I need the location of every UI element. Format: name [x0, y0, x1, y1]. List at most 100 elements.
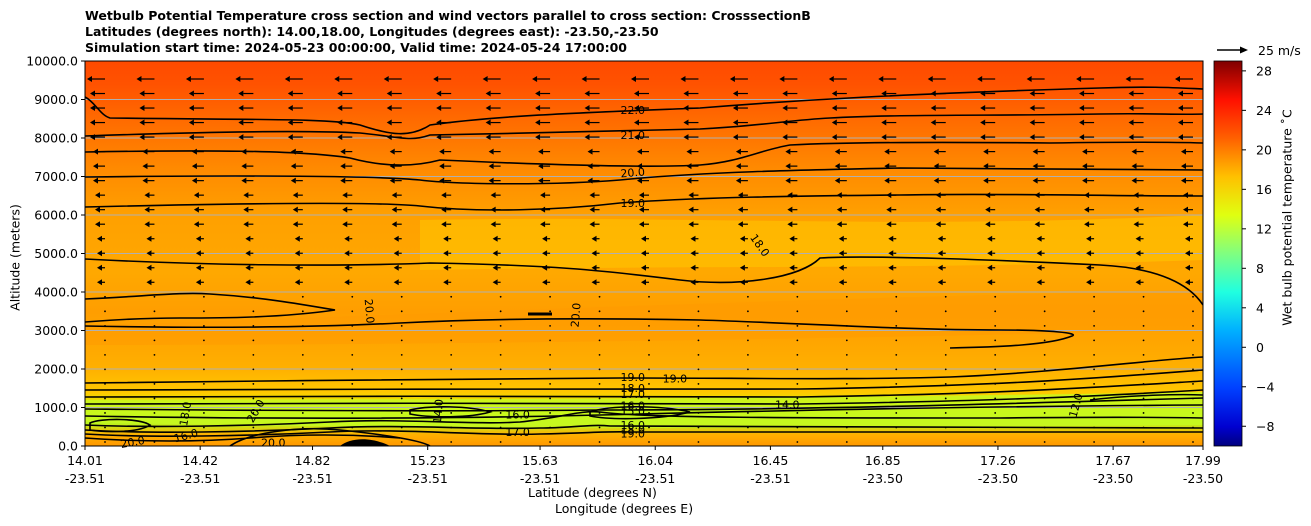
- wind-vector-head: [1178, 90, 1183, 97]
- wind-vector-head: [386, 105, 392, 112]
- wind-vector-head: [93, 148, 98, 155]
- wind-vector-head: [686, 148, 692, 155]
- wind-vector: [351, 426, 354, 429]
- wind-vector-head: [290, 148, 296, 155]
- wind-vector: [1142, 397, 1145, 400]
- colorbar-tick-label: 24: [1256, 103, 1272, 118]
- wind-vector: [301, 397, 304, 400]
- wind-vector: [203, 310, 205, 313]
- contour-18: [85, 256, 1203, 306]
- wind-vector-head: [485, 119, 491, 126]
- contour-22: [85, 86, 1203, 135]
- wind-vector: [895, 368, 898, 371]
- wind-vector-head: [90, 119, 95, 126]
- wind-vector-head: [631, 76, 636, 82]
- wind-vector-head: [886, 206, 892, 213]
- wind-vector-head: [344, 250, 350, 257]
- wind-vector-head: [393, 250, 399, 257]
- wind-vector: [598, 441, 601, 443]
- wind-vector-head: [238, 105, 244, 112]
- wind-vector-head: [836, 192, 842, 199]
- wind-vector: [598, 426, 601, 429]
- wind-vector-head: [980, 105, 986, 112]
- x-tick-label-lat: 17.26: [980, 453, 1016, 468]
- x-tick-label-lon: -23.51: [750, 471, 790, 486]
- wind-vector-head: [937, 235, 943, 242]
- wind-vector-head: [587, 148, 593, 155]
- wind-vector: [1192, 353, 1194, 356]
- wind-vector-head: [93, 163, 98, 170]
- wind-vector-head: [587, 163, 593, 170]
- wind-vector: [1142, 412, 1145, 414]
- wind-vector-head: [888, 235, 894, 242]
- contour-near-surface-1: [85, 410, 1203, 428]
- wind-vector-head: [639, 221, 644, 228]
- wind-vector: [648, 426, 650, 429]
- wind-vector-head: [1032, 177, 1038, 184]
- x-tick-label-lon: -23.51: [635, 471, 675, 486]
- wind-vector-head: [1183, 221, 1188, 228]
- wind-vector: [301, 441, 304, 443]
- contour-label: 14.0: [431, 399, 446, 425]
- wind-vector-head: [983, 148, 989, 155]
- wind-vector-head: [591, 279, 597, 286]
- wind-vector-head: [243, 192, 249, 199]
- wind-vector-head: [639, 206, 644, 213]
- wind-vector-head: [737, 221, 743, 228]
- wind-vector-head: [235, 76, 241, 82]
- wind-vector-head: [683, 134, 689, 141]
- wind-vector: [499, 310, 502, 313]
- contour-21: [85, 112, 1203, 140]
- wind-vector-head: [884, 163, 890, 170]
- wind-vector-head: [287, 134, 293, 141]
- wind-vector-head: [690, 250, 696, 257]
- wind-vector: [301, 310, 304, 313]
- wind-vector: [598, 397, 601, 400]
- wind-vector: [845, 426, 848, 429]
- wind-vector-head: [834, 177, 840, 184]
- wind-vector-head: [1086, 279, 1092, 286]
- wind-vector: [697, 324, 700, 327]
- wind-vector-head: [1185, 250, 1190, 257]
- wind-vector: [301, 324, 304, 327]
- wind-vector: [153, 383, 156, 385]
- wind-vector-head: [245, 250, 251, 257]
- wind-vector-head: [591, 250, 597, 257]
- wind-vector: [994, 310, 997, 313]
- wind-vector-head: [886, 221, 892, 228]
- wind-vector-head: [292, 192, 298, 199]
- wind-vector: [1043, 324, 1046, 327]
- contour-label: 17.0: [505, 426, 530, 439]
- wind-vector-head: [485, 90, 491, 97]
- wind-vector-head: [142, 163, 148, 170]
- wind-vector-head: [779, 76, 785, 82]
- wind-vector-head: [1128, 105, 1134, 112]
- wind-vector-head: [146, 235, 152, 242]
- wind-vector-head: [1084, 206, 1090, 213]
- wind-vector: [1093, 324, 1095, 327]
- y-tick-label: 3000.0: [34, 323, 78, 338]
- wind-vector-head: [1036, 279, 1042, 286]
- wind-vector-head: [485, 134, 491, 141]
- wind-vector: [450, 397, 453, 400]
- wind-vector-head: [782, 119, 788, 126]
- wind-vector: [104, 397, 106, 400]
- wind-vector: [1043, 353, 1046, 356]
- x-tick-label-lat: 16.45: [753, 453, 789, 468]
- wind-vector-head: [340, 163, 346, 170]
- wind-vector: [499, 339, 502, 342]
- wind-vector-head: [1178, 134, 1183, 141]
- wind-vector-head: [95, 206, 100, 213]
- wind-vector: [153, 412, 156, 414]
- wind-vector-head: [441, 206, 447, 213]
- contour-19: [85, 193, 1203, 211]
- wind-vector: [104, 353, 106, 356]
- wind-vector-head: [1181, 148, 1186, 155]
- wind-vector-head: [294, 235, 300, 242]
- wind-vector-head: [340, 148, 346, 155]
- wind-vector: [400, 383, 403, 385]
- wind-vector-head: [680, 76, 686, 82]
- wind-vector-head: [1178, 105, 1183, 112]
- wind-vector: [1093, 339, 1095, 342]
- wind-vector-head: [97, 250, 102, 257]
